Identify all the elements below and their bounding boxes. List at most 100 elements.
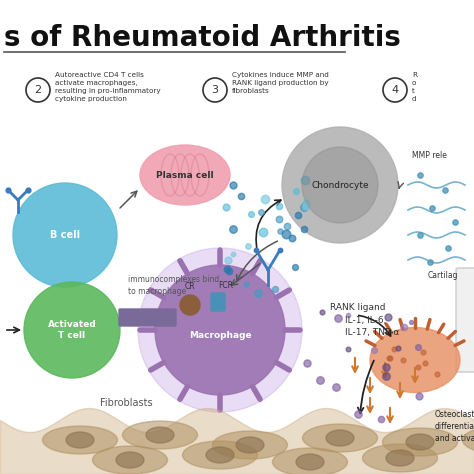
Point xyxy=(303,359,310,366)
Text: MMP rele: MMP rele xyxy=(412,151,447,160)
Point xyxy=(283,230,290,237)
Text: B cell: B cell xyxy=(50,230,80,240)
Point xyxy=(385,355,392,362)
Point xyxy=(292,264,299,271)
Ellipse shape xyxy=(273,448,347,474)
Text: Cartilag: Cartilag xyxy=(428,271,458,280)
Ellipse shape xyxy=(406,434,434,450)
Point xyxy=(302,202,310,210)
Point xyxy=(428,204,436,212)
Point xyxy=(283,222,291,229)
Point xyxy=(415,343,422,351)
Point xyxy=(400,356,407,364)
Point xyxy=(301,225,308,233)
Point xyxy=(24,186,32,194)
Text: Macrophage: Macrophage xyxy=(189,330,251,339)
Point xyxy=(275,216,283,223)
Point xyxy=(237,192,245,200)
Point xyxy=(444,244,452,252)
Point xyxy=(223,265,231,273)
Point xyxy=(370,346,378,354)
Point xyxy=(419,348,427,356)
Point xyxy=(400,323,408,331)
Text: Autoreactive CD4 T cells
activate macrophages,
resulting in pro-inflammatory
cyt: Autoreactive CD4 T cells activate macrop… xyxy=(55,72,161,102)
Point xyxy=(407,318,415,325)
Point xyxy=(451,218,459,226)
Point xyxy=(275,202,283,210)
Point xyxy=(441,186,449,194)
Point xyxy=(225,256,232,264)
Point xyxy=(377,415,385,422)
Point xyxy=(302,199,310,207)
Text: 4: 4 xyxy=(392,85,399,95)
Point xyxy=(426,258,434,266)
Point xyxy=(394,344,402,352)
Point xyxy=(355,410,362,418)
Point xyxy=(386,354,394,362)
Circle shape xyxy=(24,282,120,378)
Point xyxy=(247,210,255,218)
Ellipse shape xyxy=(463,426,474,454)
Point xyxy=(261,195,269,202)
Point xyxy=(316,376,324,383)
Point xyxy=(272,285,279,293)
Circle shape xyxy=(155,265,285,395)
Point xyxy=(242,280,250,288)
Text: immunocomplexes bind
to macrophage: immunocomplexes bind to macrophage xyxy=(128,275,219,296)
Text: R
o
t
d: R o t d xyxy=(412,72,417,102)
Text: s of Rheumatoid Arthritis: s of Rheumatoid Arthritis xyxy=(4,24,401,52)
Ellipse shape xyxy=(140,145,230,205)
Point xyxy=(421,359,428,367)
Ellipse shape xyxy=(383,428,457,456)
Point xyxy=(223,203,230,211)
Text: 2: 2 xyxy=(35,85,42,95)
Ellipse shape xyxy=(92,446,167,474)
Ellipse shape xyxy=(302,424,377,452)
Ellipse shape xyxy=(146,427,174,443)
Text: CR: CR xyxy=(185,282,195,291)
Text: Osteoclast
differentiation
and activation: Osteoclast differentiation and activatio… xyxy=(435,410,474,443)
Point xyxy=(229,181,237,189)
Point xyxy=(225,267,232,274)
Text: IL-1, IL-6,
IL-17, TNF-α: IL-1, IL-6, IL-17, TNF-α xyxy=(345,316,400,337)
Point xyxy=(416,171,424,179)
Text: FCR: FCR xyxy=(219,281,234,290)
Ellipse shape xyxy=(296,454,324,470)
Point xyxy=(288,234,295,241)
Point xyxy=(383,373,390,380)
Ellipse shape xyxy=(212,431,288,459)
Text: Chondrocyte: Chondrocyte xyxy=(311,181,369,190)
Circle shape xyxy=(138,248,302,412)
Ellipse shape xyxy=(326,430,354,446)
Ellipse shape xyxy=(386,450,414,466)
Point xyxy=(257,208,265,216)
Point xyxy=(382,363,390,371)
Point xyxy=(276,228,284,235)
Point xyxy=(229,250,237,258)
Point xyxy=(259,228,266,236)
Point xyxy=(4,186,12,194)
Point xyxy=(276,246,284,254)
Ellipse shape xyxy=(116,452,144,468)
Ellipse shape xyxy=(182,441,257,469)
FancyBboxPatch shape xyxy=(211,293,225,311)
FancyBboxPatch shape xyxy=(456,268,474,372)
Point xyxy=(332,383,340,391)
Text: 3: 3 xyxy=(211,85,219,95)
Point xyxy=(390,346,398,353)
Point xyxy=(414,364,422,371)
Ellipse shape xyxy=(363,444,438,472)
Point xyxy=(252,246,260,254)
Point xyxy=(433,371,441,378)
Circle shape xyxy=(302,147,378,223)
Point xyxy=(344,346,352,353)
Text: Activated
T cell: Activated T cell xyxy=(47,320,96,340)
Point xyxy=(415,392,422,400)
Circle shape xyxy=(13,183,117,287)
Text: Cytokines induce MMP and
RANK ligand production by
fibroblasts: Cytokines induce MMP and RANK ligand pro… xyxy=(232,72,329,94)
Point xyxy=(292,187,300,194)
Ellipse shape xyxy=(236,437,264,453)
Point xyxy=(344,311,352,319)
Point xyxy=(335,314,342,321)
Point xyxy=(244,242,252,250)
